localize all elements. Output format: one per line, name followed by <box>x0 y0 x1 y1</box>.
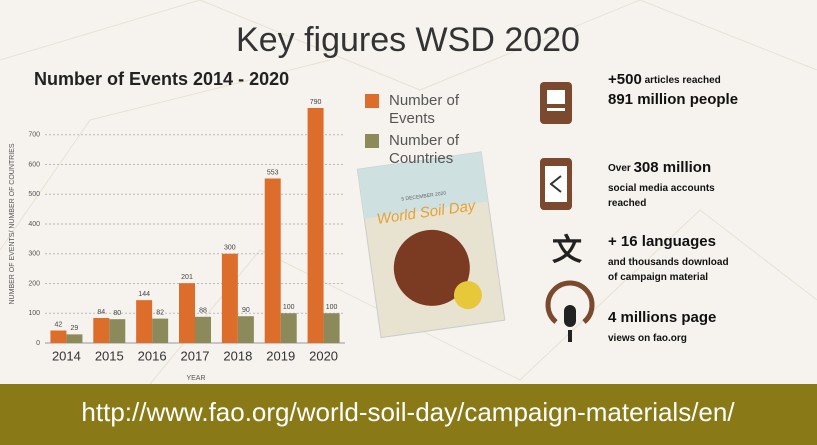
footer-band <box>0 384 817 445</box>
stat-line: social media accounts <box>608 183 715 194</box>
x-tick-label: 2020 <box>309 348 338 363</box>
stat-text: social media accounts <box>608 183 715 194</box>
chart-title: Number of Events 2014 - 2020 <box>34 69 289 89</box>
bar <box>66 334 83 343</box>
stat-line: views on fao.org <box>608 333 687 344</box>
y-axis-label: NUMBER OF EVENTS/ NUMBER OF COUNTRIES <box>9 143 16 304</box>
value-label: 100 <box>283 304 295 311</box>
legend-swatch <box>365 134 379 148</box>
phone-screen <box>545 166 567 202</box>
value-label: 80 <box>113 310 121 317</box>
value-label: 144 <box>138 291 150 298</box>
bar <box>237 316 254 343</box>
stat-text: +500 <box>608 71 642 88</box>
booklet: 5 DECEMBER 2020 World Soil Day <box>356 151 506 339</box>
stat-line: and thousands download <box>608 257 729 268</box>
x-axis-label: YEAR <box>186 375 205 382</box>
y-tick-label: 0 <box>36 340 40 347</box>
article-icon-inner <box>547 90 565 104</box>
bar <box>307 107 324 343</box>
booklet-sky <box>357 151 489 219</box>
x-tick-label: 2016 <box>138 348 167 363</box>
value-label: 300 <box>224 245 236 252</box>
bar <box>264 178 281 343</box>
stat-text: 308 million <box>634 159 712 176</box>
bar <box>152 318 169 343</box>
x-tick-label: 2014 <box>52 348 81 363</box>
legend-item: Number of Countries <box>365 132 495 168</box>
value-label: 201 <box>181 274 193 281</box>
podcast-icon <box>545 280 595 324</box>
article-icon-line <box>547 108 565 111</box>
bar <box>221 253 238 343</box>
share-icon <box>549 175 562 193</box>
stat-line: + 16 languages <box>608 233 716 250</box>
x-tick-label: 2017 <box>181 348 210 363</box>
stat-text: Over <box>608 163 634 174</box>
legend-label: Number of Events <box>389 92 460 127</box>
stat-line: +500 articles reached <box>608 71 721 88</box>
bar <box>93 318 110 343</box>
value-label: 100 <box>326 304 338 311</box>
x-tick-label: 2015 <box>95 348 124 363</box>
x-tick-label: 2018 <box>223 348 252 363</box>
stat-line: 891 million people <box>608 91 738 108</box>
y-tick-label: 400 <box>28 221 40 228</box>
y-tick-label: 500 <box>28 191 40 198</box>
bar <box>323 313 340 343</box>
value-label: 553 <box>267 169 279 176</box>
stat-line: of campaign material <box>608 272 708 283</box>
y-tick-label: 700 <box>28 132 40 139</box>
value-label: 88 <box>199 308 207 315</box>
legend: Number of Events Number of Countries <box>365 92 495 172</box>
value-label: 84 <box>97 309 105 316</box>
bar <box>109 319 126 343</box>
mic-stand <box>568 330 572 342</box>
booklet-image <box>393 229 470 306</box>
x-tick-label: 2019 <box>266 348 295 363</box>
bar <box>280 313 297 343</box>
legend-label: Number of Countries <box>389 132 460 167</box>
y-tick-label: 600 <box>28 161 40 168</box>
stat-text: views on fao.org <box>608 333 687 344</box>
booklet-accent <box>453 281 482 310</box>
translate-icon: 文 <box>552 233 582 267</box>
mic-icon <box>564 305 576 327</box>
stat-text: 891 million people <box>608 91 738 108</box>
value-label: 790 <box>310 99 322 106</box>
stat-text: + 16 languages <box>608 233 716 250</box>
bar <box>136 300 153 343</box>
stat-text: and thousands download <box>608 257 729 268</box>
stat-line: Over 308 million <box>608 159 711 176</box>
y-tick-label: 200 <box>28 280 40 287</box>
bar <box>195 316 211 343</box>
stat-text: 4 millions page <box>608 309 716 326</box>
legend-item: Number of Events <box>365 92 495 128</box>
value-label: 29 <box>71 325 79 332</box>
footer-url[interactable]: http://www.fao.org/world-soil-day/campai… <box>81 397 735 427</box>
bar <box>50 330 67 343</box>
stat-text: articles reached <box>642 75 721 86</box>
stat-line: 4 millions page <box>608 309 716 326</box>
y-tick-label: 100 <box>28 310 40 317</box>
bar <box>179 283 195 343</box>
value-label: 90 <box>242 307 250 314</box>
y-tick-label: 300 <box>28 251 40 258</box>
legend-swatch <box>365 94 379 108</box>
stat-line: reached <box>608 198 646 209</box>
stat-text: reached <box>608 198 646 209</box>
stat-text: of campaign material <box>608 272 708 283</box>
icons: 文 <box>540 82 595 342</box>
slide-title: Key figures WSD 2020 <box>236 21 580 59</box>
value-label: 42 <box>55 321 63 328</box>
value-label: 82 <box>156 309 164 316</box>
